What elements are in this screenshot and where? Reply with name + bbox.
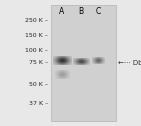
Text: C: C [96,7,101,16]
Text: 250 K –: 250 K – [25,18,48,23]
Text: 50 K –: 50 K – [29,82,48,87]
Text: ←··· Dbf4: ←··· Dbf4 [118,60,141,66]
Text: 37 K –: 37 K – [29,101,48,106]
Text: A: A [59,7,65,16]
Text: 75 K –: 75 K – [29,60,48,66]
Text: B: B [79,7,84,16]
Bar [51,5,116,121]
Text: 100 K –: 100 K – [25,48,48,53]
Text: 150 K –: 150 K – [25,33,48,38]
